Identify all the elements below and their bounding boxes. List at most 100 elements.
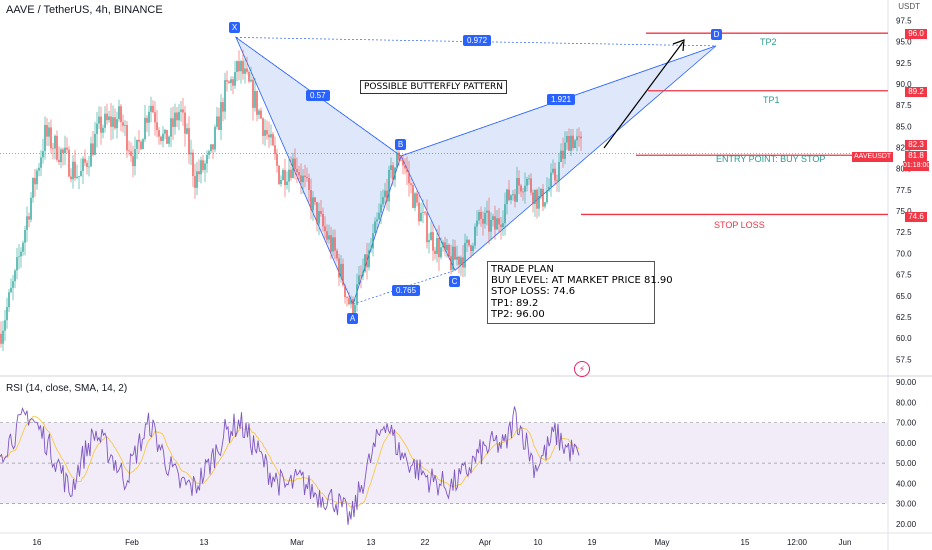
candle-body [556,180,558,182]
candle-body [180,109,182,112]
candle-body [436,238,438,254]
candle-body [540,188,542,196]
candle-body [254,90,256,108]
candle-body [360,275,362,277]
candle-body [538,195,540,209]
candle-body [504,204,506,224]
candle-body [118,106,120,120]
candle-body [548,186,550,191]
price-tick-1: 95.0 [896,38,912,47]
candle-body [272,134,274,146]
candle-body [392,165,394,180]
price-tick-11: 70.0 [896,249,912,258]
candle-body [422,211,424,213]
candle-body [208,151,210,155]
candle-body [168,136,170,144]
candle-body [170,118,172,137]
candle-body [282,169,284,180]
candle-body [256,90,258,115]
ratio-xa: 0.57 [306,90,330,101]
candle-body [158,130,160,137]
candle-body [396,152,398,168]
candle-body [70,176,72,180]
candle-body [104,113,106,128]
candle-body [474,226,476,246]
candle-body [546,190,548,203]
candle-body [442,242,444,248]
candle-body [514,194,516,202]
candle-body [352,299,354,313]
candle-body [376,219,378,222]
candle-body [414,193,416,208]
candle-body [250,79,252,82]
candle-body [366,254,368,268]
candle-body [52,148,54,150]
entry-price-tag: 82.3 [905,140,927,150]
stop-price-tag: 74.6 [905,212,927,222]
candle-body [248,71,250,82]
candle-body [420,212,422,222]
candle-body [214,126,216,150]
candle-body [72,161,74,180]
candle-body [294,158,296,170]
candle-body [470,245,472,251]
rsi-indicator-label[interactable]: RSI (14, close, SMA, 14, 2) [6,383,128,394]
candle-body [44,124,46,152]
axes: 97.595.092.590.087.585.082.580.077.575.0… [33,16,917,547]
candle-body [178,111,180,121]
candle-body [184,112,186,134]
time-tick-11: 12:00 [787,538,808,547]
candle-body [568,136,570,151]
candle-body [484,212,486,224]
candle-body [30,197,32,220]
time-tick-6: Apr [479,538,492,547]
rsi-tick-2: 70.00 [896,419,917,428]
candle-body [496,218,498,230]
candle-body [370,248,372,251]
candle-body [116,119,118,129]
rsi-tick-4: 50.00 [896,459,917,468]
candle-body [516,178,518,202]
candle-body [560,150,562,163]
candle-body [358,275,360,285]
candle-body [298,172,300,176]
point-b: B [395,139,406,150]
candle-body [486,210,488,213]
candle-body [86,162,88,167]
symbol-header[interactable]: AAVE / TetherUS, 4h, BINANCE [6,4,163,16]
candle-body [404,165,406,169]
price-tick-6: 82.5 [896,144,912,153]
candle-body [130,151,132,157]
candle-body [228,81,230,84]
candle-body [20,251,22,257]
candle-body [488,210,490,232]
lightning-icon[interactable]: ⚡ [574,361,590,377]
candle-body [578,136,580,138]
candle-body [258,110,260,115]
rsi-tick-7: 20.00 [896,520,917,529]
candle-body [438,238,440,258]
candle-body [494,216,496,230]
candle-body [386,190,388,202]
candle-body [210,144,212,152]
candlestick-series [0,49,582,351]
candle-body [10,287,12,293]
candle-body [288,169,290,182]
candle-body [242,61,244,74]
candle-body [218,116,220,130]
candle-body [326,231,328,240]
trade-plan-stop: STOP LOSS: 74.6 [491,286,576,298]
candle-body [302,175,304,183]
candle-body [350,299,352,305]
candle-body [342,263,344,286]
candle-body [534,189,536,205]
price-tick-13: 65.0 [896,292,912,301]
candle-body [304,175,306,177]
candle-body [78,176,80,177]
candle-body [466,239,468,243]
price-tick-14: 62.5 [896,313,912,322]
time-tick-1: Feb [125,538,139,547]
candle-body [222,102,224,112]
candle-body [316,202,318,224]
